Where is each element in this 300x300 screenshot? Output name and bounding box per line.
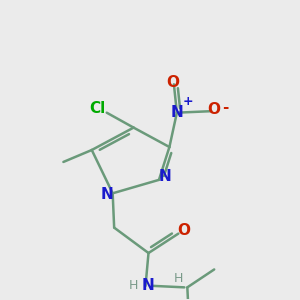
Text: -: -	[222, 100, 229, 115]
Text: Cl: Cl	[90, 101, 106, 116]
Text: O: O	[177, 223, 190, 238]
Text: +: +	[183, 95, 194, 108]
Text: H: H	[129, 279, 138, 292]
Text: N: N	[159, 169, 171, 184]
Text: N: N	[100, 187, 113, 202]
Text: H: H	[174, 272, 183, 285]
Text: N: N	[170, 105, 183, 120]
Text: O: O	[167, 75, 179, 90]
Text: N: N	[142, 278, 154, 293]
Text: O: O	[208, 102, 221, 117]
